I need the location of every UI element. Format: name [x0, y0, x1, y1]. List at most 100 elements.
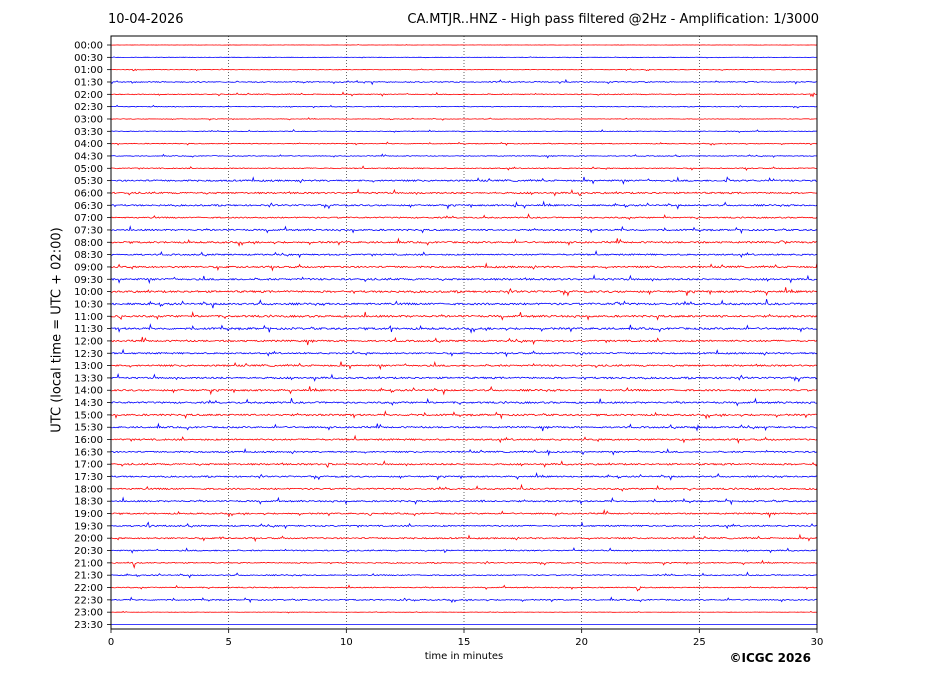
trace-0130 [110, 78, 818, 86]
y-tick-label: 11:00 [74, 312, 103, 323]
trace-0030 [110, 56, 818, 59]
trace-0330 [110, 128, 818, 133]
y-tick-label: 20:00 [74, 534, 103, 545]
trace-2130 [110, 571, 818, 579]
y-tick-label: 18:30 [74, 497, 103, 508]
trace-1300 [110, 360, 818, 371]
trace-2230 [110, 596, 818, 604]
y-tick-label: 07:00 [74, 213, 103, 224]
y-tick-label: 16:00 [74, 435, 103, 446]
y-tick-label: 10:00 [74, 287, 103, 298]
trace-2000 [110, 533, 818, 543]
trace-1600 [110, 434, 818, 445]
x-tick-label: 0 [108, 637, 114, 648]
trace-2030 [110, 547, 818, 554]
trace-1200 [110, 336, 818, 346]
y-tick-label: 00:30 [74, 53, 103, 64]
trace-0500 [110, 165, 818, 172]
y-tick-label: 15:30 [74, 423, 103, 434]
y-tick-label: 17:00 [74, 460, 103, 471]
trace-0900 [110, 262, 818, 272]
trace-1530 [110, 422, 818, 432]
y-tick-label: 02:30 [74, 102, 103, 113]
trace-0400 [110, 141, 818, 146]
y-tick-label: 19:30 [74, 521, 103, 532]
y-tick-label: 00:00 [74, 41, 103, 52]
trace-0200 [110, 91, 818, 98]
copyright-label: ©ICGC 2026 [729, 651, 811, 665]
trace-1230 [110, 348, 818, 358]
trace-1730 [110, 471, 818, 481]
y-tick-label: 06:30 [74, 201, 103, 212]
y-tick-label: 12:30 [74, 349, 103, 360]
y-tick-label: 04:00 [74, 139, 103, 150]
trace-0000 [110, 44, 818, 46]
y-tick-label: 05:00 [74, 164, 103, 175]
trace-0530 [110, 176, 818, 185]
trace-0630 [110, 200, 818, 210]
trace-1630 [110, 448, 818, 457]
trace-2300 [110, 610, 818, 614]
y-tick-label: 16:30 [74, 447, 103, 458]
y-tick-label: 09:00 [74, 262, 103, 273]
y-tick-label: 15:00 [74, 410, 103, 421]
y-tick-label: 11:30 [74, 324, 103, 335]
y-tick-label: 09:30 [74, 275, 103, 286]
trace-1800 [110, 483, 818, 492]
trace-1000 [110, 287, 818, 297]
trace-0800 [110, 237, 818, 247]
y-tick-label: 04:30 [74, 151, 103, 162]
trace-2200 [110, 584, 818, 592]
date-label: 10-04-2026 [108, 12, 184, 27]
y-tick-label: 08:30 [74, 250, 103, 261]
trace-0830 [110, 250, 818, 259]
trace-0430 [110, 153, 818, 159]
y-tick-label: 03:30 [74, 127, 103, 138]
y-tick-label: 12:00 [74, 336, 103, 347]
trace-0600 [110, 188, 818, 197]
y-tick-label: 19:00 [74, 509, 103, 520]
x-tick-label: 20 [575, 637, 588, 648]
chart-title: CA.MTJR..HNZ - High pass filtered @2Hz -… [407, 12, 819, 27]
y-tick-label: 10:30 [74, 299, 103, 310]
y-tick-label: 07:30 [74, 225, 103, 236]
trace-0300 [110, 117, 818, 121]
trace-0230 [110, 104, 818, 109]
x-tick-label: 30 [811, 637, 824, 648]
y-tick-label: 08:00 [74, 238, 103, 249]
trace-1930 [110, 521, 818, 530]
trace-1430 [110, 397, 818, 407]
y-tick-label: 20:30 [74, 546, 103, 557]
y-tick-label: 21:30 [74, 571, 103, 582]
y-tick-label: 13:00 [74, 361, 103, 372]
x-tick-label: 25 [693, 637, 706, 648]
y-tick-label: 06:00 [74, 188, 103, 199]
y-tick-label: 02:00 [74, 90, 103, 101]
y-tick-label: 01:00 [74, 65, 103, 76]
y-tick-label: 01:30 [74, 77, 103, 88]
x-tick-label: 15 [458, 637, 471, 648]
trace-0730 [110, 225, 818, 235]
y-tick-label: 23:30 [74, 620, 103, 631]
y-tick-label: 03:00 [74, 114, 103, 125]
x-axis-label: time in minutes [424, 651, 504, 662]
y-tick-label: 22:00 [74, 583, 103, 594]
trace-1100 [110, 311, 818, 321]
trace-1700 [110, 460, 818, 468]
trace-0100 [110, 68, 818, 72]
y-tick-label: 22:30 [74, 595, 103, 606]
trace-1400 [110, 385, 818, 396]
trace-1500 [110, 410, 818, 420]
trace-1030 [110, 298, 818, 309]
y-tick-label: 13:30 [74, 373, 103, 384]
y-tick-label: 17:30 [74, 472, 103, 483]
trace-1130 [110, 323, 818, 334]
trace-1330 [110, 373, 818, 383]
trace-1830 [110, 496, 818, 506]
trace-0930 [110, 274, 818, 285]
y-tick-label: 14:30 [74, 398, 103, 409]
y-tick-label: 05:30 [74, 176, 103, 187]
y-tick-label: 23:00 [74, 608, 103, 619]
